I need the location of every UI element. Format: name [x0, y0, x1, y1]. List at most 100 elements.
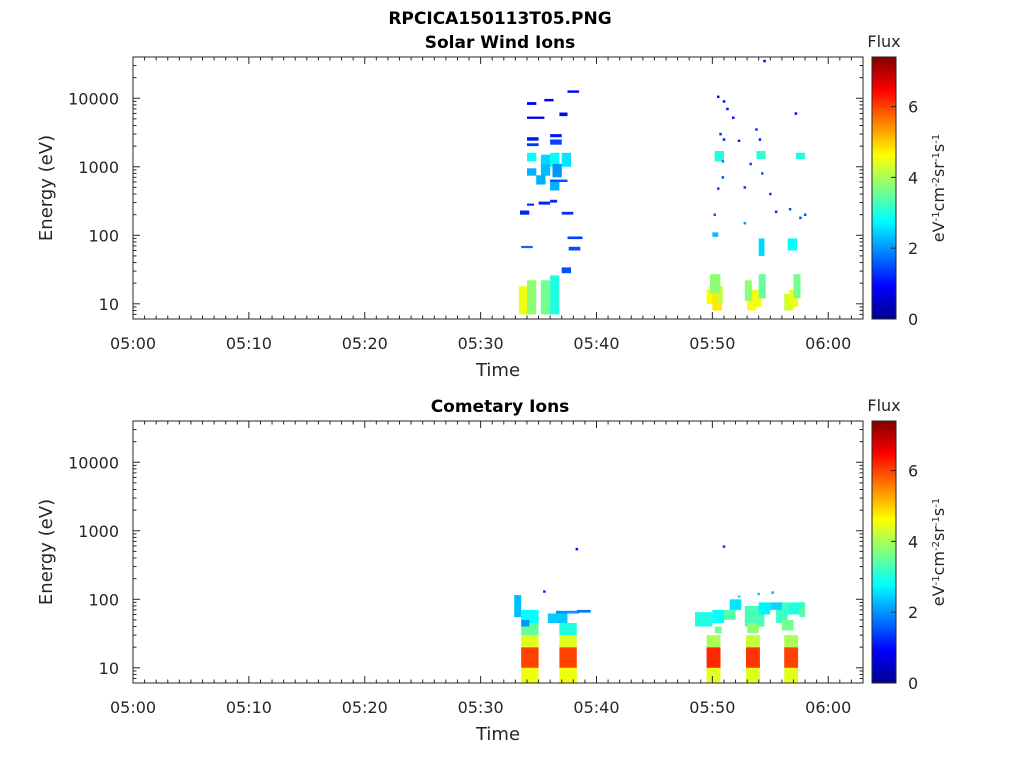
heatmap-cell — [527, 102, 537, 105]
heatmap-cell — [706, 289, 715, 304]
x-tick-label: 05:40 — [573, 698, 619, 717]
heatmap-cell — [555, 610, 580, 614]
heatmap-cell — [527, 137, 539, 141]
y-axis-label: Energy (eV) — [36, 499, 57, 605]
heatmap-cell — [527, 152, 537, 162]
heatmap-cell — [547, 613, 568, 623]
heatmap-point — [717, 95, 720, 99]
unit-cm-exp: -2 — [931, 177, 942, 187]
heatmap-cell — [514, 595, 522, 617]
y-tick-label: 10 — [99, 659, 119, 678]
heatmap-cell — [521, 667, 539, 683]
heatmap-point — [726, 107, 729, 111]
heatmap-cell — [751, 289, 762, 307]
heatmap-cell — [795, 152, 806, 159]
heatmap-point — [722, 100, 726, 103]
heatmap-cell — [550, 134, 562, 138]
heatmap-cell — [747, 293, 757, 311]
heatmap-marks — [514, 545, 806, 683]
heatmap-cell — [788, 289, 799, 307]
heatmap-point — [719, 132, 722, 136]
heatmap-point — [758, 138, 762, 141]
colorbar-tick-label: 4 — [908, 532, 918, 551]
heatmap-cell — [540, 160, 551, 176]
plot-background — [133, 421, 863, 683]
colorbar-tick-label: 2 — [908, 603, 918, 622]
heatmap-cell — [758, 274, 766, 299]
heatmap-cell — [784, 647, 799, 668]
plot-area: 05:00 05:10 05:20 05:30 05:40 05:50 06:00 1010… — [68, 56, 864, 353]
x-tick-label: 05:00 — [110, 698, 156, 717]
heatmap-cell — [695, 612, 713, 627]
colorbar-title: Flux — [867, 32, 900, 51]
heatmap-point — [803, 213, 807, 216]
heatmap-cell — [536, 175, 546, 185]
heatmap-point — [737, 595, 741, 598]
heatmap-cell — [567, 236, 583, 240]
x-tick-label: 05:10 — [226, 698, 272, 717]
heatmap-cell — [710, 274, 721, 294]
y-tick-label: 10000 — [68, 89, 119, 108]
heatmap-point — [737, 139, 741, 142]
heatmap-marks — [518, 59, 807, 315]
heatmap-point — [757, 592, 760, 596]
y-tick-label: 100 — [88, 590, 119, 609]
heatmap-cell — [552, 163, 562, 178]
heatmap-cell — [559, 112, 568, 117]
heatmap-point — [713, 213, 716, 216]
y-tick-label: 100 — [88, 226, 119, 245]
heatmap-cell — [544, 98, 554, 102]
heatmap-cell — [521, 245, 533, 249]
heatmap-cell — [746, 647, 760, 668]
heatmap-cell — [559, 623, 577, 636]
colorbar-tick-label: 0 — [908, 310, 918, 329]
heatmap-cell — [518, 286, 527, 315]
heatmap-cell — [561, 267, 571, 274]
unit-sr: sr — [929, 162, 948, 177]
heatmap-cell — [538, 201, 551, 205]
heatmap-cell — [559, 647, 577, 668]
colorbar-gradient — [871, 420, 897, 684]
unit-cm: cm — [929, 551, 948, 575]
colorbar-tick-label: 2 — [908, 239, 918, 258]
heatmap-cell — [714, 151, 724, 162]
heatmap-cell — [784, 667, 799, 683]
heatmap-point — [799, 216, 802, 220]
colorbar-tick-label: 6 — [908, 98, 918, 117]
heatmap-point — [769, 192, 772, 196]
colorbar-tick-label: 6 — [908, 462, 918, 481]
heatmap-cell — [758, 238, 765, 256]
heatmap-cell — [527, 143, 539, 147]
figure-title: RPCICA150113T05.PNG — [388, 9, 611, 29]
heatmap-cell — [799, 605, 806, 617]
heatmap-cell — [527, 280, 537, 315]
heatmap-cell — [559, 667, 577, 683]
heatmap-cell — [724, 609, 736, 620]
x-tick-label: 05:30 — [458, 698, 504, 717]
heatmap-point — [722, 545, 726, 548]
heatmap-cell — [770, 602, 782, 610]
heatmap-cell — [706, 647, 721, 668]
heatmap-point — [721, 176, 725, 179]
unit-s-exp: -1 — [931, 134, 942, 144]
heatmap-cell — [744, 280, 752, 301]
heatmap-cell — [756, 151, 766, 159]
y-axis: 10 100 1000 10000 — [68, 420, 863, 684]
heatmap-cell — [776, 602, 788, 623]
heatmap-cell — [712, 609, 724, 623]
heatmap-cell — [559, 635, 577, 648]
heatmap-point — [743, 186, 747, 189]
heatmap-point — [717, 187, 720, 190]
colorbar-unit-label: eV-1cm-2sr-1s-1 — [929, 498, 948, 606]
colorbar-tick-label: 4 — [908, 168, 918, 187]
heatmap-cell — [706, 635, 721, 648]
x-tick-label: 05:40 — [573, 334, 619, 353]
heatmap-cell — [576, 609, 591, 613]
heatmap-cell — [521, 619, 530, 627]
unit-cm-exp: -2 — [931, 541, 942, 551]
heatmap-cell — [540, 280, 551, 315]
heatmap-cell — [746, 667, 760, 683]
x-tick-label: 05:20 — [342, 334, 388, 353]
heatmap-point — [543, 590, 546, 593]
heatmap-cell — [550, 152, 560, 167]
